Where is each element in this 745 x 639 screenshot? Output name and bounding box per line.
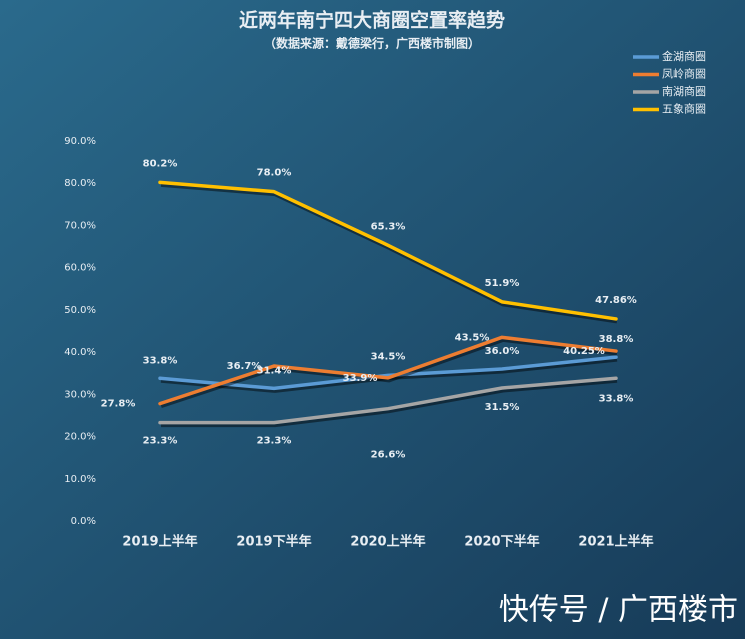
line-shadow <box>160 336 618 408</box>
line <box>158 376 618 425</box>
x-tick-label: 2020上半年 <box>350 534 425 550</box>
data-label: 36.7% <box>227 361 262 372</box>
x-tick-label: 2021上半年 <box>578 534 653 550</box>
data-label: 33.9% <box>343 373 378 384</box>
data-label: 38.8% <box>599 334 634 345</box>
data-label: 51.9% <box>485 278 520 289</box>
data-label: 34.5% <box>371 351 406 362</box>
chart-subtitle: （数据来源：戴德梁行，广西楼市制图） <box>264 36 480 51</box>
x-tick-label: 2019上半年 <box>122 534 197 550</box>
data-label: 26.6% <box>371 450 406 461</box>
watermark: 快传号 / 广西楼市 <box>499 593 738 628</box>
line <box>158 335 618 406</box>
data-label: 36.0% <box>485 346 520 357</box>
y-tick-label: 0.0% <box>71 516 96 527</box>
line <box>158 180 618 321</box>
data-label: 31.4% <box>257 365 292 376</box>
y-tick-label: 70.0% <box>64 220 96 231</box>
data-label: 65.3% <box>371 221 406 232</box>
y-tick-label: 30.0% <box>64 389 96 400</box>
y-tick-label: 40.0% <box>64 347 96 358</box>
data-label: 78.0% <box>257 168 292 179</box>
data-label: 80.2% <box>143 158 178 169</box>
y-tick-label: 50.0% <box>64 305 96 316</box>
legend-label: 金湖商圈 <box>662 49 706 63</box>
data-label: 47.86% <box>595 295 637 306</box>
y-tick-label: 90.0% <box>64 136 96 147</box>
data-label: 23.3% <box>257 436 292 447</box>
x-tick-label: 2020下半年 <box>464 534 539 550</box>
data-label: 27.8% <box>101 399 136 410</box>
y-tick-label: 60.0% <box>64 263 96 274</box>
y-tick-label: 10.0% <box>64 474 96 485</box>
legend-label: 南湖商圈 <box>662 84 706 98</box>
chart-title: 近两年南宁四大商圈空置率趋势 <box>239 9 505 32</box>
data-label: 40.25% <box>563 346 605 357</box>
line-shadow <box>161 377 618 428</box>
data-label: 33.8% <box>599 393 634 404</box>
data-label: 23.3% <box>143 436 178 447</box>
data-label: 43.5% <box>455 332 490 343</box>
data-label: 33.8% <box>143 355 178 366</box>
x-tick-label: 2019下半年 <box>236 534 311 550</box>
line <box>158 355 618 391</box>
legend-label: 凤岭商圈 <box>662 67 706 81</box>
legend-label: 五象商圈 <box>662 102 706 116</box>
y-tick-label: 80.0% <box>64 178 96 189</box>
data-label: 31.5% <box>485 402 520 413</box>
y-tick-label: 20.0% <box>64 432 96 443</box>
